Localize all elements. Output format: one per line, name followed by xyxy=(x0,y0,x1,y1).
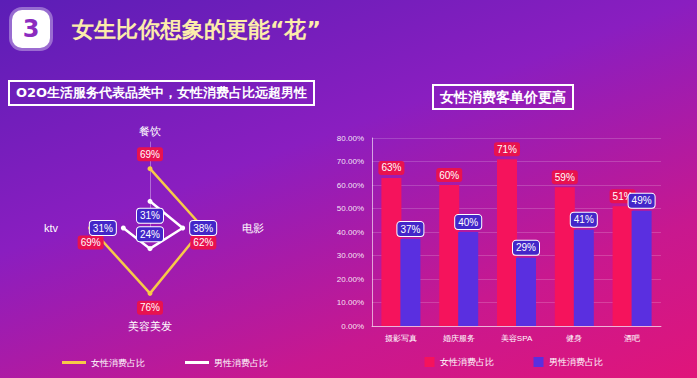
svg-text:51%: 51% xyxy=(612,190,633,202)
svg-text:0.00%: 0.00% xyxy=(341,322,364,331)
svg-text:41%: 41% xyxy=(574,214,594,225)
svg-text:31%: 31% xyxy=(140,210,160,221)
svg-text:40%: 40% xyxy=(458,217,478,228)
html-text:3: 3 xyxy=(22,15,40,43)
svg-text:女性消费占比: 女性消费占比 xyxy=(91,358,145,368)
svg-text:摄影写真: 摄影写真 xyxy=(385,334,417,343)
svg-text:男性消费占比: 男性消费占比 xyxy=(549,357,603,367)
html-text:O2O生活服务代表品类中，女性消费占比远超男性: O2O生活服务代表品类中，女性消费占比远超男性 xyxy=(16,85,308,100)
svg-text:38%: 38% xyxy=(193,223,213,234)
svg-text:63%: 63% xyxy=(381,162,401,173)
svg-text:美容美发: 美容美发 xyxy=(128,320,172,332)
svg-text:20.00%: 20.00% xyxy=(337,275,364,284)
svg-text:60%: 60% xyxy=(439,170,459,181)
svg-text:29%: 29% xyxy=(516,242,536,253)
svg-text:59%: 59% xyxy=(555,172,575,183)
svg-text:酒吧: 酒吧 xyxy=(624,334,640,343)
svg-text:71%: 71% xyxy=(497,144,517,155)
svg-text:49%: 49% xyxy=(632,195,652,206)
svg-text:男性消费占比: 男性消费占比 xyxy=(214,358,268,368)
svg-text:10.00%: 10.00% xyxy=(337,298,364,307)
svg-text:69%: 69% xyxy=(140,149,160,160)
svg-text:健身: 健身 xyxy=(566,334,582,343)
svg-text:31%: 31% xyxy=(93,223,113,234)
svg-text:婚庆服务: 婚庆服务 xyxy=(443,334,475,343)
svg-text:60.00%: 60.00% xyxy=(337,181,364,190)
svg-text:69%: 69% xyxy=(81,237,101,248)
svg-text:50.00%: 50.00% xyxy=(337,204,364,213)
html-text:女性消费客单价更高: 女性消费客单价更高 xyxy=(440,89,566,105)
svg-text:ktv: ktv xyxy=(44,222,59,234)
svg-text:电影: 电影 xyxy=(242,222,264,234)
svg-text:美容SPA: 美容SPA xyxy=(501,334,533,343)
svg-text:女性消费占比: 女性消费占比 xyxy=(440,357,494,367)
svg-text:24%: 24% xyxy=(140,229,160,240)
svg-text:餐饮: 餐饮 xyxy=(139,125,161,137)
svg-text:80.00%: 80.00% xyxy=(337,134,364,143)
svg-text:40.00%: 40.00% xyxy=(337,228,364,237)
svg-text:37%: 37% xyxy=(400,224,420,235)
svg-text:70.00%: 70.00% xyxy=(337,157,364,166)
svg-text:62%: 62% xyxy=(193,237,213,248)
html-text:女生比你想象的更能“花”: 女生比你想象的更能“花” xyxy=(72,17,321,42)
svg-text:30.00%: 30.00% xyxy=(337,251,364,260)
svg-text:76%: 76% xyxy=(140,302,160,313)
